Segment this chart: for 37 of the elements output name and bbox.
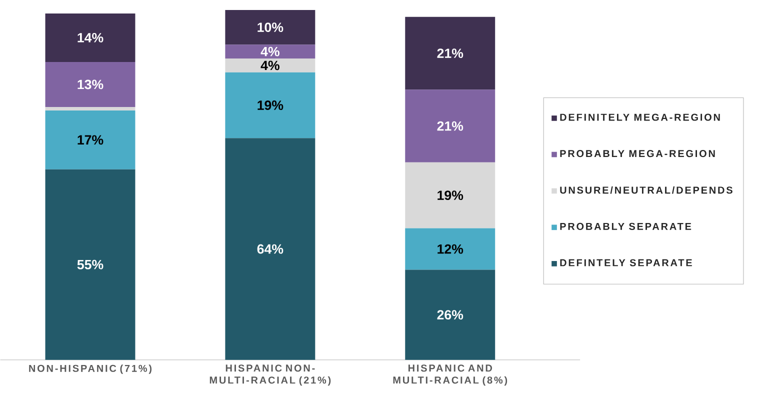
data-label: 19% bbox=[438, 190, 464, 200]
bar bbox=[45, 169, 136, 360]
data-label: 4% bbox=[260, 60, 280, 70]
data-label: 26% bbox=[437, 310, 464, 320]
data-label: 14% bbox=[78, 33, 104, 42]
data-label: 19% bbox=[258, 100, 284, 110]
bar bbox=[45, 62, 136, 108]
legend-label: UNSURE/NEUTRAL/DEPENDS bbox=[560, 186, 732, 194]
bar bbox=[225, 44, 316, 59]
bar bbox=[45, 14, 136, 62]
bar bbox=[405, 90, 496, 162]
bar bbox=[225, 138, 316, 360]
data-label: 10% bbox=[258, 22, 284, 32]
legend-label: DEFINTELY SEPARATE bbox=[560, 259, 692, 266]
legend-label: PROBABLY MEGA-REGION bbox=[560, 150, 715, 158]
data-label: 21% bbox=[437, 48, 464, 58]
data-label: 21% bbox=[437, 121, 464, 131]
x-tick-label: HISPANIC AND MULTI-RACIAL (8%) bbox=[393, 364, 508, 386]
data-label: 55% bbox=[77, 260, 104, 270]
x-tick-label: NON-HISPANIC (71%) bbox=[29, 364, 152, 374]
data-label: 64% bbox=[257, 244, 284, 254]
bar bbox=[225, 10, 316, 45]
bar bbox=[225, 58, 316, 72]
legend-label: DEFINITELY MEGA-REGION bbox=[560, 114, 720, 121]
bar bbox=[45, 107, 136, 111]
x-tick-label: HISPANIC NON-MULTI-RACIAL (21%) bbox=[210, 364, 331, 386]
data-label: 17% bbox=[78, 135, 104, 145]
bar bbox=[405, 270, 496, 360]
bar bbox=[225, 72, 316, 138]
bar bbox=[405, 17, 496, 90]
legend-label: PROBABLY SEPARATE bbox=[560, 222, 692, 230]
bar bbox=[45, 110, 136, 170]
bar bbox=[405, 228, 496, 270]
data-label: 12% bbox=[438, 244, 464, 254]
bar bbox=[405, 162, 496, 228]
data-label: 13% bbox=[78, 80, 104, 90]
data-label: 4% bbox=[260, 46, 280, 56]
